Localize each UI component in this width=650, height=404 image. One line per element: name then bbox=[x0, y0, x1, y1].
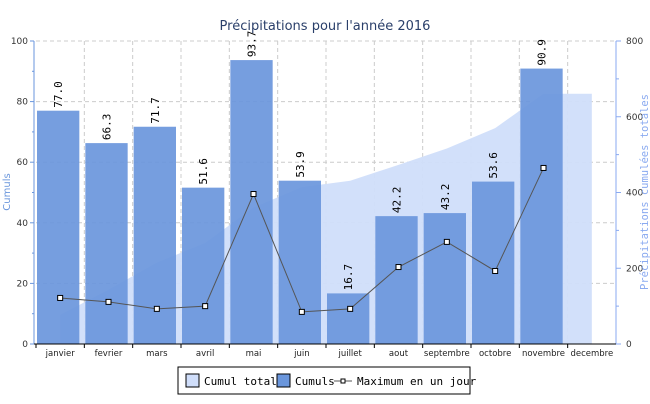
bar-mai bbox=[230, 60, 273, 345]
y-tick-label: 100 bbox=[11, 37, 28, 47]
y-tick-label: 0 bbox=[22, 340, 28, 350]
y2-tick-label: 0 bbox=[626, 340, 632, 350]
bar-fevrier bbox=[85, 143, 128, 344]
y2-axis-label: Précipitations cumulées totales bbox=[639, 94, 650, 290]
x-tick-label: fevrier bbox=[95, 349, 123, 359]
bar-juillet bbox=[327, 293, 370, 344]
bar-value-label: 66.3 bbox=[101, 114, 114, 141]
max-daily-point bbox=[250, 191, 257, 198]
x-tick-label: novembre bbox=[522, 349, 565, 359]
bar-value-label: 53.9 bbox=[294, 151, 307, 178]
bar-value-label: 71.7 bbox=[149, 97, 162, 124]
x-tick-label: aout bbox=[389, 349, 409, 359]
bar-septembre bbox=[423, 213, 466, 344]
x-tick-label: janvier bbox=[45, 349, 76, 359]
x-tick-label: septembre bbox=[424, 349, 470, 359]
bar-value-label: 90.9 bbox=[536, 39, 549, 66]
legend-label-cumul-total: Cumul total bbox=[204, 375, 277, 388]
x-tick-label: octobre bbox=[479, 349, 511, 359]
bar-novembre bbox=[520, 68, 563, 344]
max-daily-point bbox=[443, 238, 450, 245]
max-daily-point bbox=[492, 267, 499, 274]
x-tick-label: decembre bbox=[570, 349, 613, 359]
bar-janvier bbox=[37, 110, 80, 344]
bar-value-label: 43.2 bbox=[439, 184, 452, 211]
max-daily-point bbox=[540, 164, 547, 171]
legend-swatch-cumuls bbox=[276, 373, 291, 388]
legend-label-cumuls: Cumuls bbox=[295, 375, 335, 388]
bar-value-label: 77.0 bbox=[52, 81, 65, 108]
y2-tick-label: 400 bbox=[626, 189, 643, 199]
y2-tick-label: 200 bbox=[626, 264, 643, 274]
max-daily-point bbox=[202, 303, 209, 310]
bar-value-label: 53.6 bbox=[487, 152, 500, 179]
y2-tick-label: 600 bbox=[626, 113, 643, 123]
x-tick-label: mars bbox=[146, 349, 168, 359]
max-daily-point bbox=[298, 308, 305, 315]
x-tick-label: juin bbox=[293, 349, 310, 359]
max-daily-point bbox=[347, 305, 354, 312]
x-tick-label: mai bbox=[246, 349, 262, 359]
max-daily-point bbox=[395, 264, 402, 271]
max-daily-point bbox=[57, 294, 64, 301]
bar-aout bbox=[375, 216, 418, 344]
legend-swatch-cumul-total bbox=[185, 373, 200, 388]
x-tick-label: avril bbox=[196, 349, 214, 359]
legend-label-max: Maximum en un jour bbox=[357, 375, 477, 388]
bar-juin bbox=[278, 180, 321, 344]
bar-octobre bbox=[472, 181, 515, 344]
max-daily-point bbox=[105, 298, 112, 305]
y-tick-label: 40 bbox=[17, 219, 29, 229]
bar-value-label: 51.6 bbox=[197, 158, 210, 185]
y-tick-label: 80 bbox=[17, 98, 29, 108]
y-axis-label: Cumuls bbox=[2, 173, 13, 210]
y2-tick-label: 800 bbox=[626, 37, 643, 47]
bar-value-label: 42.2 bbox=[391, 187, 404, 214]
bar-value-label: 93.7 bbox=[246, 31, 259, 58]
y-tick-label: 60 bbox=[17, 158, 29, 168]
legend-swatch-max-marker bbox=[340, 378, 346, 384]
y-tick-label: 20 bbox=[17, 279, 29, 289]
legend: Cumul total Cumuls Maximum en un jour bbox=[177, 366, 477, 395]
x-tick-label: juillet bbox=[337, 349, 362, 359]
max-daily-point bbox=[153, 305, 160, 312]
bar-value-label: 16.7 bbox=[342, 264, 355, 291]
bar-avril bbox=[182, 187, 225, 344]
chart-title: Précipitations pour l'année 2016 bbox=[220, 19, 431, 34]
